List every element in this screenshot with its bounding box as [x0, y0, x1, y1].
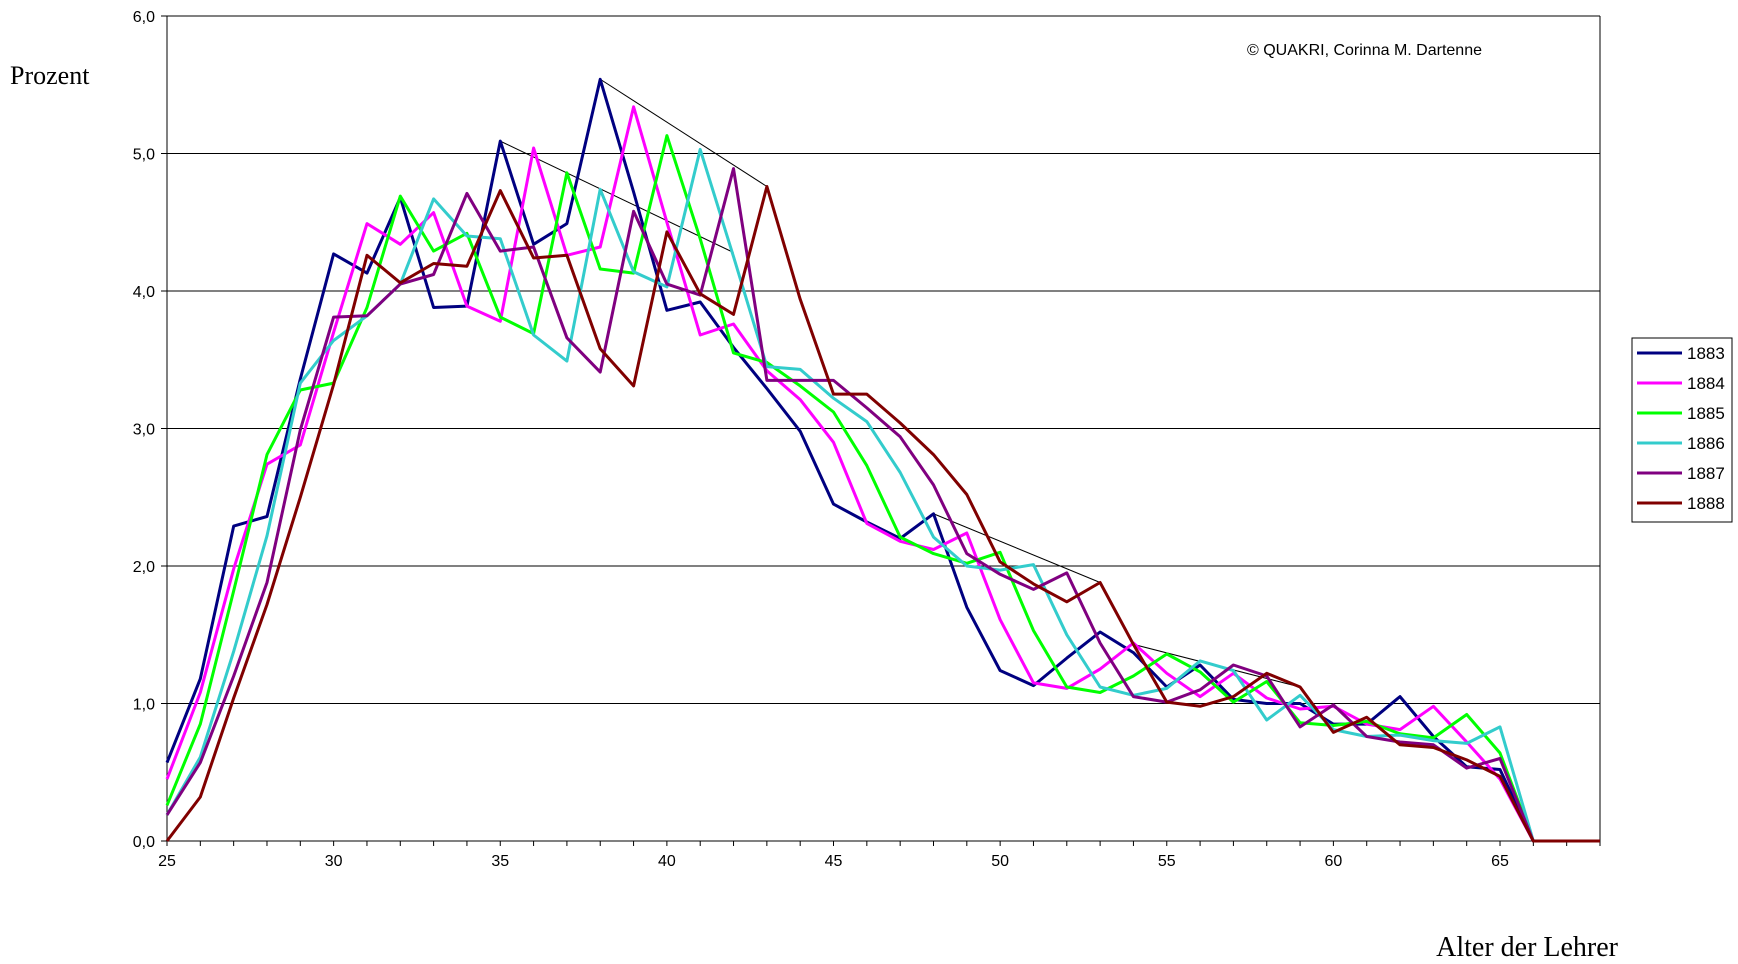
series-line-1883 — [165, 77, 1600, 843]
y-tick-label: 4,0 — [133, 284, 155, 301]
y-tick-label: 2,0 — [133, 559, 155, 576]
trend-lines — [500, 78, 1301, 688]
x-axis-title: Alter der Lehrer — [1436, 932, 1619, 959]
legend-label-1883: 1883 — [1687, 344, 1725, 363]
legend-label-1888: 1888 — [1687, 494, 1725, 513]
y-axis-title: Prozent — [10, 61, 90, 90]
series-line-1886 — [165, 147, 1600, 843]
legend-label-1887: 1887 — [1687, 464, 1725, 483]
trend-line — [933, 513, 1101, 583]
series-line-1887 — [165, 167, 1600, 843]
x-tick-label: 50 — [991, 853, 1009, 870]
legend-label-1884: 1884 — [1687, 374, 1725, 393]
legend-items: 1883 1884 1885 1886 1887 1888 — [1637, 344, 1725, 513]
legend: 1883 1884 1885 1886 1887 1888 — [1631, 337, 1733, 523]
legend-label-1885: 1885 — [1687, 404, 1725, 423]
gridlines — [167, 15, 1600, 704]
copyright-note: © QUAKRI, Corinna M. Dartenne — [1247, 42, 1482, 59]
legend-label-1886: 1886 — [1687, 434, 1725, 453]
x-tick-label: 35 — [491, 853, 509, 870]
y-tick-label: 1,0 — [133, 697, 155, 714]
x-tick-label: 65 — [1491, 853, 1509, 870]
series-lines — [165, 77, 1600, 843]
x-tick-label: 55 — [1158, 853, 1176, 870]
trend-line — [500, 140, 734, 253]
y-tick-label: 5,0 — [133, 147, 155, 164]
x-tick-label: 30 — [325, 853, 343, 870]
series-line-1888 — [165, 185, 1600, 843]
legend-box — [1631, 337, 1733, 523]
series-line-1885 — [165, 134, 1600, 843]
y-tick-label: 0,0 — [133, 834, 155, 851]
axes — [161, 15, 1601, 846]
trend-line — [599, 78, 768, 187]
y-tick-label: 6,0 — [133, 9, 155, 26]
x-tick-label: 60 — [1324, 853, 1342, 870]
tick-labels: 0,0 1,0 2,0 3,0 4,0 5,0 6,0 25 30 35 40 45 50 55 60 65 — [133, 9, 1509, 870]
y-tick-label: 3,0 — [133, 422, 155, 439]
x-tick-label: 40 — [658, 853, 676, 870]
x-tick-label: 45 — [825, 853, 843, 870]
x-tick-label: 25 — [158, 853, 176, 870]
